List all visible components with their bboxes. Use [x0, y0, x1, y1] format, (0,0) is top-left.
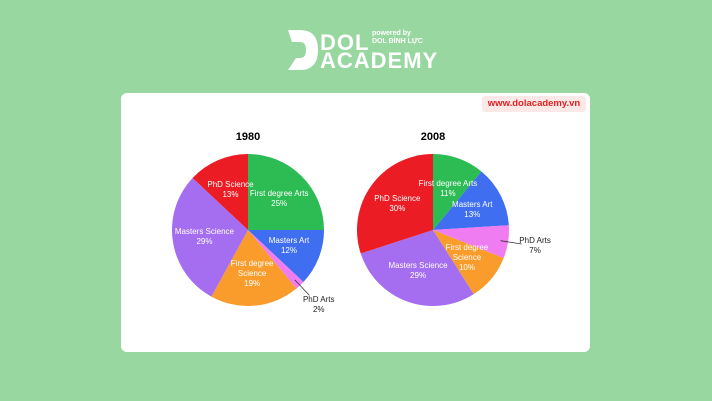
website: www.dolacademy.vn [482, 96, 586, 112]
slice-name: Masters Science [174, 226, 235, 236]
slice-value: 25% [271, 198, 288, 208]
slice-value: 13% [222, 189, 239, 199]
pie-slice [360, 230, 474, 306]
slice-label: First degree Arts 11% [415, 179, 481, 199]
logo-icon [288, 30, 318, 70]
slice-value: 13% [464, 209, 481, 219]
pie-slice [433, 225, 509, 258]
slice-value: 7% [529, 246, 541, 256]
slice-label: Masters Science 29% [385, 261, 451, 281]
slice-label: Masters Art 13% [439, 200, 505, 220]
pie-slice [433, 154, 482, 230]
pie-title: 2008 [420, 131, 446, 143]
slice-label: First degree Science 19% [219, 259, 285, 289]
brand-name: ACADEMY [320, 48, 439, 73]
slice-label: Masters Science 29% [171, 227, 237, 247]
slice-label: First degree Science 10% [434, 243, 500, 273]
slice-label: First degree Arts 25% [246, 189, 312, 209]
slice-name: PhD Science [207, 179, 254, 189]
brand-name: DOL [320, 30, 370, 55]
pie-title: 1980 [235, 131, 261, 143]
slice-name: PhD Science [374, 194, 421, 204]
pie-slice [433, 230, 504, 295]
pie-slice [211, 230, 297, 306]
pie-slice [248, 230, 324, 283]
pie-slice [248, 230, 304, 289]
pie-slice [433, 171, 509, 230]
pie-slice [356, 154, 433, 254]
slice-label: PhD Science 30% [364, 194, 430, 214]
slice-value: 19% [244, 278, 261, 288]
slice-name: Masters Art [268, 236, 310, 246]
slice-label: PhD Arts 2% [286, 295, 352, 315]
slice-name: Masters Science [388, 261, 448, 271]
leader-line [500, 240, 522, 245]
pie-slice [172, 177, 248, 297]
slice-label: Masters Art 12% [256, 236, 322, 256]
slice-name: PhD Arts [519, 236, 551, 246]
slice-value: 2% [312, 305, 325, 315]
slice-label: PhD Science 13% [197, 180, 263, 200]
brand-owner: DOL ĐÌNH LỰC [372, 38, 423, 45]
slice-name: PhD Arts [302, 295, 335, 305]
slice-value: 12% [280, 246, 297, 256]
leader-line [294, 279, 310, 296]
slice-name: First degree Science [445, 243, 489, 263]
slice-value: 30% [389, 204, 406, 214]
pie-slice [248, 154, 324, 230]
pie-slice [192, 154, 248, 230]
slice-value: 10% [458, 263, 475, 273]
slice-name: First degree Arts [418, 178, 478, 188]
slice-name: First degree Arts [249, 188, 309, 198]
brand-tagline: powered by [372, 30, 411, 37]
slice-value: 29% [410, 271, 427, 281]
slice-label: PhD Arts 7% [502, 236, 568, 256]
slice-value: 29% [196, 236, 213, 246]
slice-name: Masters Art [452, 199, 493, 209]
slice-name: First degree Science [230, 258, 274, 278]
slice-value: 11% [440, 188, 456, 198]
